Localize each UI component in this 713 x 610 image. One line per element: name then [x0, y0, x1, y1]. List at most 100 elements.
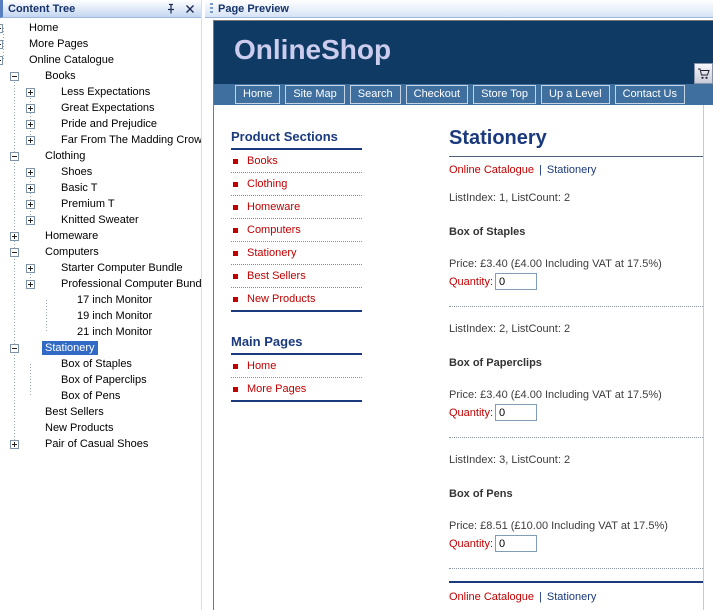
sidebar-link-item[interactable]: New Products	[231, 288, 362, 312]
sidebar-link[interactable]: New Products	[247, 293, 316, 305]
tree-expand-toggle[interactable]	[0, 39, 3, 49]
sidebar-link-item[interactable]: Home	[231, 355, 362, 378]
tree-expand-toggle[interactable]	[26, 263, 35, 273]
tree-item[interactable]: Stationery	[0, 340, 201, 356]
sidebar-link-item[interactable]: Stationery	[231, 242, 362, 265]
sidebar-link-item[interactable]: Homeware	[231, 196, 362, 219]
tree-item[interactable]: Box of Paperclips	[0, 372, 201, 388]
sidebar-link-item[interactable]: Clothing	[231, 173, 362, 196]
sidebar-link-item[interactable]: Books	[231, 150, 362, 173]
tree-item-label[interactable]: 19 inch Monitor	[77, 310, 153, 322]
nav-button[interactable]: Contact Us	[614, 85, 686, 104]
pin-icon[interactable]	[165, 3, 177, 15]
tree-item-label[interactable]: Pair of Casual Shoes	[45, 438, 149, 450]
tree-item[interactable]: Professional Computer Bundle	[0, 276, 201, 292]
tree-item[interactable]: Far From The Madding Crowd	[0, 132, 201, 148]
tree-item-label[interactable]: Online Catalogue	[29, 54, 115, 66]
tree-item[interactable]: Box of Staples	[0, 356, 201, 372]
tree-item-label[interactable]: Home	[29, 22, 59, 34]
nav-button[interactable]: Search	[349, 85, 401, 104]
tree-expand-toggle[interactable]	[26, 135, 35, 145]
tree-item-label[interactable]: New Products	[45, 422, 114, 434]
tree-item-label[interactable]: 21 inch Monitor	[77, 326, 153, 338]
tree-item[interactable]: New Products	[0, 420, 201, 436]
tree-item[interactable]: Pride and Prejudice	[0, 116, 201, 132]
quantity-input[interactable]	[495, 273, 538, 290]
tree-item[interactable]: Great Expectations	[0, 100, 201, 116]
tree-expand-toggle[interactable]	[26, 119, 35, 129]
tree-item-label[interactable]: Stationery	[42, 341, 98, 355]
tree-expand-toggle[interactable]	[26, 279, 35, 289]
sidebar-link[interactable]: Books	[247, 155, 278, 167]
tree-item-label[interactable]: Box of Paperclips	[61, 374, 147, 386]
tree-item[interactable]: Computers	[0, 244, 201, 260]
tree-item[interactable]: Basic T	[0, 180, 201, 196]
quantity-input[interactable]	[495, 404, 538, 421]
tree-item-label[interactable]: Best Sellers	[45, 406, 104, 418]
sidebar-link[interactable]: More Pages	[247, 383, 307, 395]
tree-item[interactable]: Starter Computer Bundle	[0, 260, 201, 276]
tree-item-label[interactable]: Books	[45, 70, 76, 82]
tree-expand-toggle[interactable]	[26, 87, 35, 97]
tree-expand-toggle[interactable]	[10, 439, 19, 449]
tree-item[interactable]: More Pages	[0, 36, 201, 52]
tree-item[interactable]: Homeware	[0, 228, 201, 244]
tree-item[interactable]: Knitted Sweater	[0, 212, 201, 228]
tree-item-label[interactable]: Pride and Prejudice	[61, 118, 158, 130]
tree-item-label[interactable]: 17 inch Monitor	[77, 294, 153, 306]
tree-expand-toggle[interactable]	[0, 55, 3, 65]
tree-item[interactable]: Clothing	[0, 148, 201, 164]
tree-item[interactable]: Pair of Casual Shoes	[0, 436, 201, 452]
tree-expand-toggle[interactable]	[10, 71, 19, 81]
tree-expand-toggle[interactable]	[26, 199, 35, 209]
close-icon[interactable]	[184, 3, 196, 15]
nav-button[interactable]: Store Top	[473, 85, 536, 104]
tree-item-label[interactable]: Knitted Sweater	[61, 214, 139, 226]
tree-item[interactable]: Box of Pens	[0, 388, 201, 404]
breadcrumb-catalogue-link[interactable]: Online Catalogue	[449, 591, 535, 603]
tree-expand-toggle[interactable]	[0, 23, 3, 33]
tree-item-label[interactable]: Starter Computer Bundle	[61, 262, 183, 274]
tree-expand-toggle[interactable]	[26, 103, 35, 113]
tree-item[interactable]: 17 inch Monitor	[0, 292, 201, 308]
tree-expand-toggle[interactable]	[26, 167, 35, 177]
sidebar-link-item[interactable]: More Pages	[231, 378, 362, 402]
tree-item[interactable]: 19 inch Monitor	[0, 308, 201, 324]
sidebar-link-item[interactable]: Computers	[231, 219, 362, 242]
tree-item-label[interactable]: Great Expectations	[61, 102, 155, 114]
tree-item[interactable]: Shoes	[0, 164, 201, 180]
tree-item[interactable]: Less Expectations	[0, 84, 201, 100]
sidebar-link[interactable]: Home	[247, 360, 277, 372]
tree-expand-toggle[interactable]	[10, 151, 19, 161]
tree-item[interactable]: 21 inch Monitor	[0, 324, 201, 340]
tree-expand-toggle[interactable]	[10, 231, 19, 241]
tree-item-label[interactable]: Basic T	[61, 182, 98, 194]
tree-item-label[interactable]: Less Expectations	[61, 86, 151, 98]
tree-item-label[interactable]: Box of Pens	[61, 390, 121, 402]
quantity-input[interactable]	[495, 535, 538, 552]
cart-button[interactable]	[694, 63, 713, 84]
tree-expand-toggle[interactable]	[10, 247, 19, 257]
nav-button[interactable]: Site Map	[285, 85, 345, 104]
sidebar-link[interactable]: Best Sellers	[247, 270, 306, 282]
sidebar-link[interactable]: Clothing	[247, 178, 288, 190]
tree-item[interactable]: Premium T	[0, 196, 201, 212]
tree-item-label[interactable]: Far From The Madding Crowd	[61, 134, 202, 146]
nav-button[interactable]: Home	[235, 85, 281, 104]
tree-item[interactable]: Home	[0, 20, 201, 36]
sidebar-link-item[interactable]: Best Sellers	[231, 265, 362, 288]
sidebar-link[interactable]: Homeware	[247, 201, 301, 213]
tree-item-label[interactable]: More Pages	[29, 38, 89, 50]
tree-expand-toggle[interactable]	[10, 343, 19, 353]
tree-expand-toggle[interactable]	[26, 215, 35, 225]
tree-item-label[interactable]: Clothing	[45, 150, 86, 162]
nav-button[interactable]: Checkout	[405, 85, 469, 104]
tree-item[interactable]: Online Catalogue	[0, 52, 201, 68]
tree-item-label[interactable]: Professional Computer Bundle	[61, 278, 202, 290]
breadcrumb-catalogue-link[interactable]: Online Catalogue	[449, 164, 535, 176]
sidebar-link[interactable]: Stationery	[247, 247, 297, 259]
tree-item[interactable]: Books	[0, 68, 201, 84]
tree-item-label[interactable]: Shoes	[61, 166, 93, 178]
tree-item-label[interactable]: Premium T	[61, 198, 115, 210]
nav-button[interactable]: Up a Level	[541, 85, 610, 104]
